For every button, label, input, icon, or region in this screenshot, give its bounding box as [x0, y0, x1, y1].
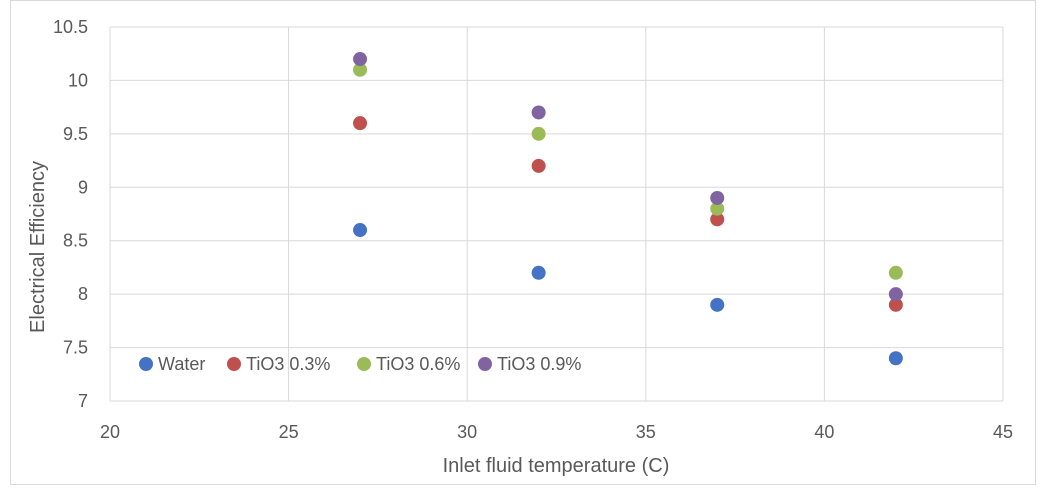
legend-label-tio3-0-3: TiO3 0.3%	[246, 354, 330, 374]
data-point-tio3-0-6	[888, 265, 903, 280]
legend-label-tio3-0-6: TiO3 0.6%	[376, 354, 460, 374]
y-tick-label: 9	[78, 177, 88, 197]
data-point-water	[531, 265, 546, 280]
x-tick-label: 30	[457, 422, 477, 442]
grid-layer	[109, 26, 1004, 402]
data-point-tio3-0-9	[710, 190, 725, 205]
legend-label-water: Water	[158, 354, 205, 374]
chart-border	[10, 0, 1036, 485]
data-point-tio3-0-9	[531, 105, 546, 120]
data-points-layer	[353, 52, 903, 366]
data-point-water	[888, 351, 903, 366]
data-point-tio3-0-3	[710, 212, 725, 227]
legend-marker-tio3-0-3	[227, 357, 241, 371]
x-tick-label: 35	[636, 422, 656, 442]
data-point-tio3-0-6	[353, 62, 368, 77]
data-point-tio3-0-9	[888, 287, 903, 302]
legend: Water TiO3 0.3% TiO3 0.6% TiO3 0.9%	[139, 354, 581, 374]
x-tick-label: 40	[814, 422, 834, 442]
data-point-tio3-0-9	[353, 52, 368, 67]
y-tick-label: 10.5	[53, 17, 88, 37]
data-point-tio3-0-6	[710, 201, 725, 216]
y-tick-label: 10	[68, 70, 88, 90]
data-point-tio3-0-3	[888, 297, 903, 312]
data-point-tio3-0-3	[353, 116, 368, 131]
legend-label-tio3-0-9: TiO3 0.9%	[497, 354, 581, 374]
x-tick-label: 45	[993, 422, 1013, 442]
y-tick-label: 8.5	[63, 231, 88, 251]
data-point-tio3-0-6	[531, 126, 546, 141]
tick-label-layer: 20 25 30 35 40 45 7 7.5 8 8.5 9 9.5 10 10.5	[53, 17, 1013, 442]
data-point-tio3-0-3	[531, 158, 546, 173]
y-axis-label: Electrical Efficiency	[27, 161, 49, 333]
x-axis-label: Inlet fluid temperature (C)	[443, 455, 670, 477]
y-tick-label: 8	[78, 284, 88, 304]
y-tick-label: 7.5	[63, 338, 88, 358]
legend-marker-water	[139, 357, 153, 371]
data-point-water	[710, 297, 725, 312]
legend-marker-tio3-0-9	[478, 357, 492, 371]
y-tick-label: 7	[78, 391, 88, 411]
legend-marker-tio3-0-6	[357, 357, 371, 371]
y-tick-label: 9.5	[63, 124, 88, 144]
x-tick-label: 25	[279, 422, 299, 442]
data-point-water	[353, 223, 368, 238]
x-tick-label: 20	[100, 422, 120, 442]
